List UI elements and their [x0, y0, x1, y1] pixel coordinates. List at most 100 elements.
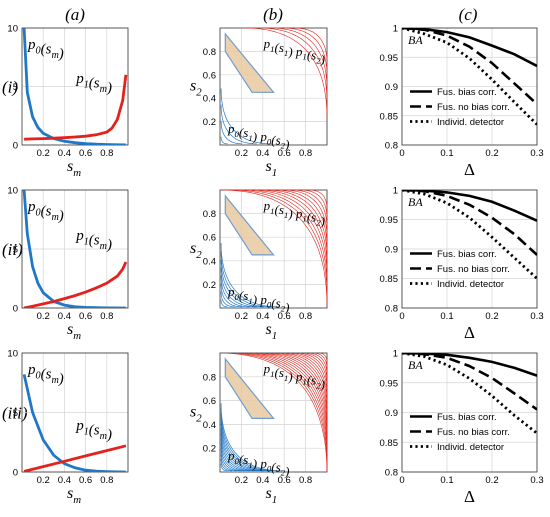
contour-p0: [220, 453, 237, 472]
y-tick-label: 0.4: [203, 94, 216, 105]
x-tick-label: 0.2: [37, 148, 50, 159]
p1-curve: [23, 444, 127, 472]
label-p0: p0(sm): [27, 199, 64, 224]
contour-p1: [300, 190, 327, 220]
contour-p0: [220, 413, 273, 472]
x-tick-label: 0.8: [299, 311, 312, 322]
contour-p0: [220, 458, 232, 472]
contour-p1: [288, 353, 327, 396]
column-label-b: (b): [263, 5, 283, 24]
contour-p0: [220, 291, 235, 308]
annotation-p0p0: p0(s1) p0(s2): [227, 284, 289, 315]
y-tick-label: 0.8: [385, 468, 398, 479]
contour-p1: [238, 190, 327, 288]
y-tick-label: 0.8: [203, 209, 216, 220]
contour-p1: [235, 353, 327, 455]
x-tick-label: 0.4: [256, 311, 269, 322]
panel-a-i: 0.2 0.4 0.6 0.8 0 5 10 sm p0(sm) p1(sm): [7, 24, 129, 179]
y-tick-label: 0.85: [380, 438, 399, 449]
series-line-2: [402, 353, 537, 435]
axes-frame: [401, 189, 538, 309]
contour-p1: [244, 28, 327, 119]
contour-p1: [271, 353, 327, 416]
panel-label-ba: BA: [408, 358, 423, 372]
panel-a-ii: 0.2 0.4 0.6 0.8 0 5 10 sm p0(sm) p1(sm): [7, 186, 129, 342]
axes-frame: [21, 27, 129, 146]
x-tick-label: 0.2: [235, 148, 248, 159]
x-axis-label: sm: [67, 321, 81, 342]
x-tick-label: 0.2: [235, 475, 248, 486]
contour-lines: [220, 190, 327, 308]
y-axis-label: s2: [190, 404, 202, 425]
y-axis-label: s2: [190, 240, 202, 261]
y-tick-label: 0.8: [385, 304, 398, 315]
contour-p1: [265, 353, 327, 422]
x-tick-label: 0.2: [485, 311, 498, 322]
contour-p0: [220, 259, 265, 308]
legend-entry: Individ. detector: [437, 117, 504, 128]
x-tick-label: 0.1: [440, 311, 453, 322]
series-line-1: [402, 28, 537, 106]
y-tick-label: 10: [7, 186, 18, 197]
contour-p1: [247, 353, 327, 442]
row-label-1: (i): [2, 78, 18, 97]
contour-p1: [282, 190, 327, 239]
x-axis-label: sm: [67, 158, 81, 179]
contour-p1: [294, 28, 327, 64]
contour-p0: [220, 251, 272, 308]
axes-frame: [401, 352, 538, 473]
x-tick-label: 0.2: [235, 311, 248, 322]
x-tick-label: 0.8: [100, 311, 113, 322]
y-tick-label: 0.85: [380, 111, 399, 122]
y-tick-label: 0.85: [380, 274, 399, 285]
x-axis-label: s1: [266, 158, 278, 179]
series-group: [22, 374, 127, 472]
x-tick-label: 0.2: [37, 311, 50, 322]
series-group: [22, 28, 128, 145]
contour-p1: [309, 190, 327, 210]
x-tick-label: 0.8: [100, 148, 113, 159]
contour-p0: [220, 438, 251, 472]
x-tick-label: 0.6: [278, 475, 291, 486]
contour-p1: [229, 190, 327, 298]
x-tick-label: 0.4: [256, 475, 269, 486]
x-tick-label: 0.1: [440, 148, 453, 159]
y-tick-label: 0.8: [203, 372, 216, 383]
contour-p0: [220, 463, 228, 472]
y-tick-label: 5: [13, 408, 18, 419]
contour-lines: [220, 28, 327, 145]
x-tick-label: 0.2: [37, 475, 50, 486]
contour-p1: [271, 28, 327, 90]
legend-entry: Individ. detector: [437, 442, 504, 453]
contour-p0: [220, 418, 269, 472]
panel-c-i: 0 0.1 0.2 0.3 0.8 0.85 0.9 0.95 1 Δ BA Fus. bias co…: [380, 24, 544, 180]
panel-b-iii: 0.2 0.4 0.6 0.8 0.2 0.4 0.6 0.8 s1 s2 p1(s1) p1(s2…: [190, 352, 328, 506]
y-tick-label: 0.95: [380, 53, 399, 64]
y-tick-label: 0.6: [203, 396, 216, 407]
x-tick-label: 0.1: [440, 475, 453, 486]
label-p1: p1(sm): [75, 71, 112, 96]
annotation-p1p1: p1(s1) p1(s2): [263, 36, 325, 67]
contour-p1: [265, 190, 327, 259]
x-tick-label: 0.8: [100, 475, 113, 486]
contour-p1: [318, 353, 327, 363]
y-tick-label: 0.9: [385, 245, 398, 256]
series-group: [402, 190, 537, 280]
decision-region: [224, 32, 275, 93]
annotation-p0p0: p0(s1) p0(s2): [227, 121, 289, 152]
x-tick-label: 0.2: [485, 475, 498, 486]
y-tick-label: 1: [393, 186, 398, 197]
y-axis-label: s2: [190, 78, 202, 99]
legend-entry: Fus. no bias corr.: [437, 264, 510, 275]
y-tick-label: 0.9: [385, 82, 398, 93]
x-axis-label: s1: [266, 321, 278, 342]
y-tick-label: 0.6: [203, 70, 216, 81]
contour-p0: [220, 283, 243, 308]
y-tick-label: 5: [13, 245, 18, 256]
label-p0: p0(sm): [27, 37, 64, 62]
series-line-2: [402, 28, 537, 126]
y-tick-label: 0.2: [203, 117, 216, 128]
y-tick-label: 0.95: [380, 378, 399, 389]
contour-p0: [220, 88, 272, 145]
x-axis-label: Δ: [464, 323, 475, 342]
